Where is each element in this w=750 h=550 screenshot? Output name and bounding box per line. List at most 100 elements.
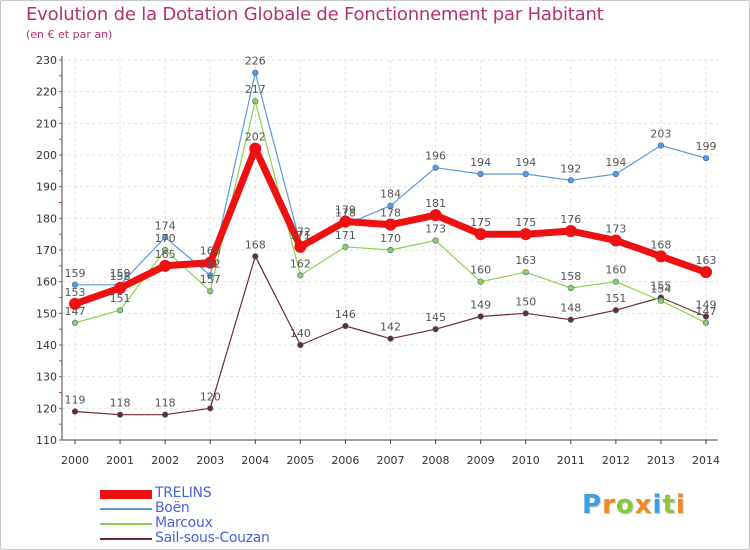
data-label-marcoux: 147 <box>65 305 86 318</box>
legend-label-boen: Boën <box>155 500 190 516</box>
y-tick-label: 130 <box>36 371 57 384</box>
data-label-boen: 194 <box>605 156 626 169</box>
x-tick-label: 2007 <box>377 454 405 467</box>
data-label-sail-sous-couzan: 118 <box>110 397 131 410</box>
data-point-boen <box>612 170 619 178</box>
data-label-sail-sous-couzan: 142 <box>380 321 401 334</box>
data-point-trelins <box>159 259 172 272</box>
data-label-sail-sous-couzan: 148 <box>560 302 581 315</box>
x-tick-label: 2005 <box>286 454 314 467</box>
data-label-marcoux: 160 <box>470 264 491 277</box>
data-point-boen <box>522 170 529 178</box>
data-point-marcoux <box>657 297 665 304</box>
data-label-marcoux: 171 <box>335 229 356 242</box>
y-tick-label: 150 <box>36 307 57 320</box>
y-tick-label: 200 <box>36 149 57 162</box>
data-label-sail-sous-couzan: 155 <box>650 280 671 293</box>
data-point-trelins <box>339 215 352 228</box>
data-point-trelins <box>429 209 442 222</box>
series-sail-sous-couzan <box>71 253 710 418</box>
data-point-sail-sous-couzan <box>162 411 169 418</box>
legend-swatch-marcoux <box>100 523 152 525</box>
data-point-marcoux <box>387 246 394 254</box>
data-label-trelins: 168 <box>650 238 671 251</box>
data-point-sail-sous-couzan <box>342 322 349 330</box>
x-tick-label: 2006 <box>331 454 359 467</box>
data-label-marcoux: 158 <box>560 270 581 283</box>
data-label-trelins: 165 <box>155 248 176 261</box>
data-label-sail-sous-couzan: 120 <box>200 390 221 403</box>
legend: TRELINS Boën Marcoux Sail-sous-Couzan <box>100 485 360 546</box>
data-point-trelins <box>564 225 577 237</box>
data-point-sail-sous-couzan <box>702 313 710 320</box>
data-point-marcoux <box>297 272 304 279</box>
data-point-trelins <box>114 282 127 294</box>
data-label-marcoux: 160 <box>605 264 626 277</box>
data-label-trelins: 173 <box>605 223 626 236</box>
legend-item-trelins: TRELINS <box>100 485 360 501</box>
data-point-sail-sous-couzan <box>477 313 484 320</box>
data-label-sail-sous-couzan: 145 <box>425 311 446 324</box>
y-tick-label: 220 <box>36 86 57 99</box>
x-tick-label: 2002 <box>151 454 179 467</box>
series-trelins <box>69 142 712 310</box>
data-point-marcoux <box>522 269 529 276</box>
data-point-boen <box>162 234 169 241</box>
x-tick-label: 2004 <box>241 454 269 467</box>
data-point-trelins <box>249 142 262 155</box>
data-label-sail-sous-couzan: 118 <box>155 397 176 410</box>
data-label-marcoux: 151 <box>110 292 131 305</box>
series-layer <box>69 69 712 418</box>
data-point-boen <box>207 272 214 279</box>
data-point-marcoux <box>477 278 484 285</box>
chart-subtitle: (en € et par an) <box>26 28 113 41</box>
x-tick-label: 2010 <box>512 454 540 467</box>
data-label-sail-sous-couzan: 146 <box>335 308 356 321</box>
data-label-sail-sous-couzan: 150 <box>515 295 536 308</box>
data-point-sail-sous-couzan <box>612 307 619 314</box>
data-point-sail-sous-couzan <box>432 326 439 333</box>
axes: 110 120 130 140 150 160 170 180 190 200 210 220 230 2… <box>36 54 720 467</box>
x-tick-label: 2011 <box>557 454 585 467</box>
data-label-trelins: 202 <box>245 131 266 144</box>
data-point-sail-sous-couzan <box>387 335 394 342</box>
chart-title: Evolution de la Dotation Globale de Fonc… <box>26 4 604 25</box>
x-tick-label: 2001 <box>106 454 134 467</box>
data-label-marcoux: 170 <box>380 232 401 245</box>
data-label-boen: 184 <box>380 188 401 201</box>
data-label-boen: 194 <box>470 156 491 169</box>
y-tick-label: 180 <box>36 212 57 225</box>
data-label-marcoux: 173 <box>425 223 446 236</box>
data-point-marcoux <box>612 278 619 285</box>
data-label-trelins: 175 <box>470 216 491 229</box>
data-label-sail-sous-couzan: 140 <box>290 327 311 340</box>
data-point-marcoux <box>252 98 259 105</box>
data-label-trelins: 181 <box>425 197 446 210</box>
data-label-boen: 159 <box>110 267 131 280</box>
data-point-trelins <box>204 256 217 269</box>
data-label-sail-sous-couzan: 149 <box>470 299 491 312</box>
data-label-boen: 178 <box>335 207 356 220</box>
data-point-boen <box>252 69 259 76</box>
line-chart: 110 120 130 140 150 160 170 180 190 200 210 220 230 2… <box>36 54 720 467</box>
x-tick-label: 2012 <box>602 454 630 467</box>
data-point-marcoux <box>162 246 169 254</box>
legend-item-sail-sous-couzan: Sail-sous-Couzan <box>100 530 360 546</box>
data-point-marcoux <box>702 319 710 326</box>
data-label-sail-sous-couzan: 119 <box>65 394 86 407</box>
data-point-trelins <box>519 228 532 241</box>
data-point-sail-sous-couzan <box>116 411 124 418</box>
legend-label-sail-sous-couzan: Sail-sous-Couzan <box>155 530 270 546</box>
data-label-trelins: 178 <box>380 207 401 220</box>
y-tick-label: 210 <box>36 117 57 130</box>
y-tick-label: 160 <box>36 276 57 289</box>
x-tick-label: 2014 <box>692 454 720 467</box>
data-label-boen: 192 <box>560 162 581 175</box>
data-label-sail-sous-couzan: 168 <box>245 238 266 251</box>
data-point-marcoux <box>432 237 439 244</box>
data-point-marcoux <box>342 243 349 250</box>
data-label-marcoux: 147 <box>696 305 717 318</box>
proxiti-logo: Proxiti <box>582 490 686 520</box>
x-tick-label: 2003 <box>196 454 224 467</box>
data-point-sail-sous-couzan <box>207 405 214 412</box>
